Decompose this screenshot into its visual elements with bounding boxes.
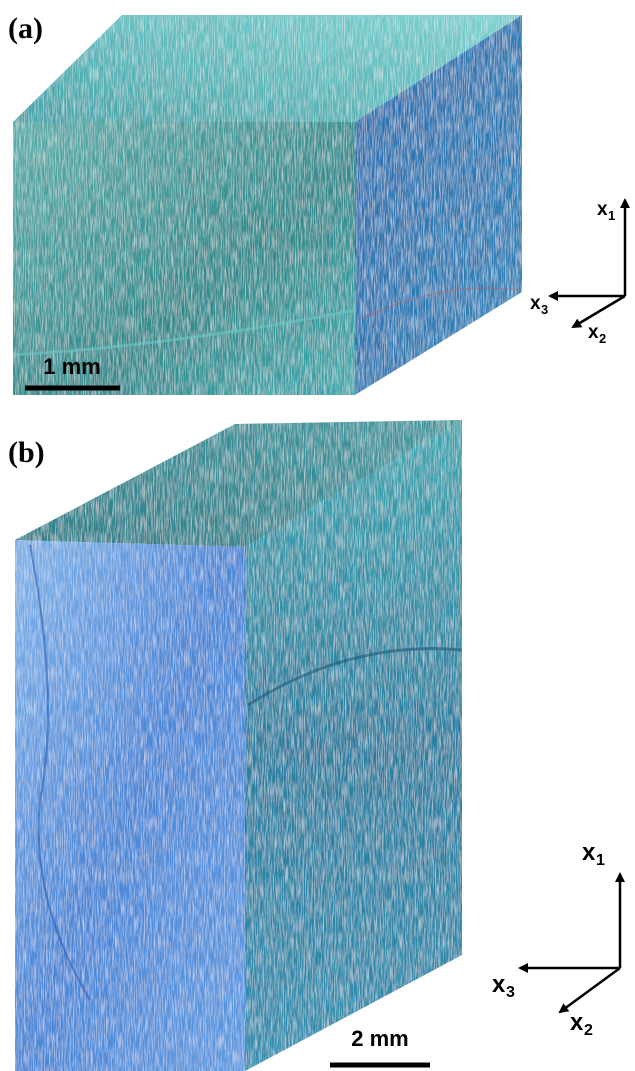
axis-index: 3: [506, 984, 515, 1001]
scale-bar-label: 1 mm: [43, 354, 100, 379]
axis-index: 1: [596, 852, 605, 869]
panel-label: (a): [8, 12, 43, 45]
axis-symbol: x: [492, 971, 506, 998]
axis-index: 2: [584, 1022, 593, 1039]
axis-arrow: [573, 296, 625, 327]
axis-arrow: [560, 968, 620, 1012]
axis-symbol: x: [582, 839, 596, 866]
panel-label: (b): [8, 436, 45, 469]
axis-symbol: x: [530, 293, 541, 314]
axis-index: 3: [541, 302, 548, 317]
axis-symbol: x: [597, 199, 608, 220]
cube-front: [15, 540, 245, 1071]
axis-index: 2: [599, 331, 606, 346]
scale-bar-label: 2 mm: [351, 1026, 408, 1051]
cube-b: [15, 420, 462, 1071]
cube-a: [13, 15, 522, 395]
axis-index: 1: [608, 208, 615, 223]
figure: (a)1 mmx1x3x2(b)2 mmx1x3x2: [0, 0, 635, 1071]
axis-symbol: x: [570, 1009, 584, 1036]
axis-symbol: x: [588, 322, 599, 343]
